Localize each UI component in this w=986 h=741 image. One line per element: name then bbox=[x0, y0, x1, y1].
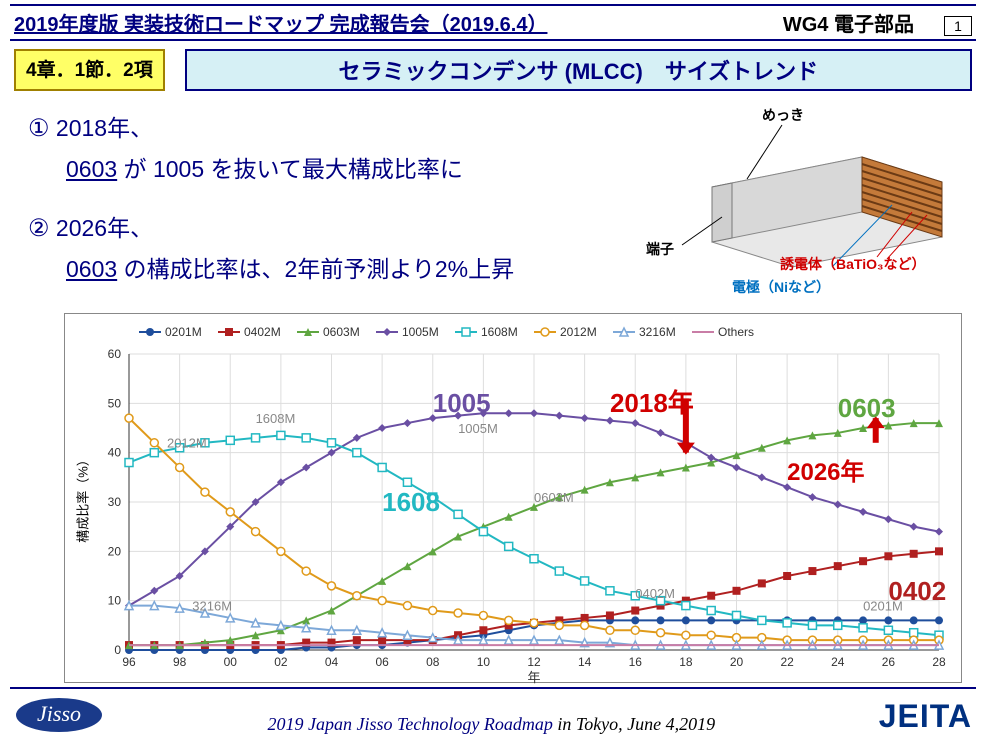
jisso-text: Jisso bbox=[37, 701, 81, 726]
svg-text:0603M: 0603M bbox=[323, 325, 360, 339]
svg-text:3216M: 3216M bbox=[639, 325, 676, 339]
svg-text:年: 年 bbox=[527, 670, 540, 684]
svg-text:24: 24 bbox=[831, 655, 845, 669]
bullet-1-underline: 0603 bbox=[66, 156, 117, 182]
svg-text:10: 10 bbox=[108, 593, 122, 607]
trend-chart: 構成比率（%） 0 10 20 30 40 50 60 96 98 00 02 04 06 08 10 12 1… bbox=[64, 313, 962, 683]
body-area: ① 2018年、 0603 が 1005 を抜いて最大構成比率に ② 2026年… bbox=[0, 101, 986, 309]
svg-text:1005M: 1005M bbox=[402, 325, 439, 339]
header-wg: WG4 電子部品 bbox=[783, 8, 914, 37]
svg-text:00: 00 bbox=[224, 655, 238, 669]
svg-text:0402M: 0402M bbox=[635, 586, 675, 601]
svg-text:06: 06 bbox=[375, 655, 389, 669]
svg-text:2012M: 2012M bbox=[560, 325, 597, 339]
jeita-logo: JEITA bbox=[879, 698, 972, 735]
footer-blue: 2019 Japan Jisso Technology Roadmap bbox=[268, 714, 553, 734]
bullet-2-num: ② bbox=[28, 215, 50, 242]
svg-text:0201M: 0201M bbox=[165, 325, 202, 339]
svg-text:0201M: 0201M bbox=[863, 598, 903, 613]
footer-text: 2019 Japan Jisso Technology Roadmap in T… bbox=[114, 714, 869, 735]
label-terminal: 端子 bbox=[646, 239, 674, 259]
label-plating: めっき bbox=[762, 105, 804, 125]
bullet-list: ① 2018年、 0603 が 1005 を抜いて最大構成比率に ② 2026年… bbox=[28, 109, 652, 309]
section-title: セラミックコンデンサ (MLCC) サイズトレンド bbox=[185, 49, 972, 91]
svg-text:18: 18 bbox=[679, 655, 693, 669]
svg-text:40: 40 bbox=[108, 445, 122, 459]
chart-svg: 0 10 20 30 40 50 60 96 98 00 02 04 06 08 10 12 14 16 18 20 2… bbox=[65, 314, 955, 684]
bullet-2-underline: 0603 bbox=[66, 256, 117, 282]
svg-text:60: 60 bbox=[108, 347, 122, 361]
footer-black: in Tokyo, June 4,2019 bbox=[553, 714, 715, 734]
label-dielectric: 誘電体（BaTiO₃など） bbox=[780, 254, 925, 274]
svg-text:30: 30 bbox=[108, 495, 122, 509]
section-row: 4章．1節．2項 セラミックコンデンサ (MLCC) サイズトレンド bbox=[0, 43, 986, 101]
footer: Jisso 2019 Japan Jisso Technology Roadma… bbox=[0, 689, 986, 735]
svg-text:96: 96 bbox=[122, 655, 136, 669]
rule-under-header bbox=[10, 39, 976, 41]
bullet-2: ② 2026年、 0603 の構成比率は、2年前予測より2%上昇 bbox=[28, 209, 652, 289]
header-title: 2019年度版 実装技術ロードマップ 完成報告会（2019.6.4） bbox=[14, 8, 753, 37]
bullet-1-line2: 0603 が 1005 を抜いて最大構成比率に bbox=[28, 150, 652, 189]
svg-text:1005M: 1005M bbox=[458, 421, 498, 436]
mlcc-figure: めっき 端子 誘電体（BaTiO₃など） 電極（Niなど） bbox=[652, 109, 972, 309]
svg-text:1608M: 1608M bbox=[256, 411, 296, 426]
svg-text:16: 16 bbox=[629, 655, 643, 669]
page-number: 1 bbox=[944, 16, 972, 36]
bullet-2-rest: の構成比率は、2年前予測より2%上昇 bbox=[117, 256, 514, 282]
header-row: 2019年度版 実装技術ロードマップ 完成報告会（2019.6.4） WG4 電… bbox=[0, 6, 986, 37]
svg-text:50: 50 bbox=[108, 396, 122, 410]
y-axis-label: 構成比率（%） bbox=[72, 453, 91, 543]
svg-text:12: 12 bbox=[527, 655, 541, 669]
section-tag: 4章．1節．2項 bbox=[14, 49, 165, 91]
svg-text:0402M: 0402M bbox=[244, 325, 281, 339]
svg-text:20: 20 bbox=[730, 655, 744, 669]
svg-text:02: 02 bbox=[274, 655, 288, 669]
svg-text:28: 28 bbox=[932, 655, 946, 669]
svg-text:1608M: 1608M bbox=[481, 325, 518, 339]
bullet-2-line2: 0603 の構成比率は、2年前予測より2%上昇 bbox=[28, 250, 652, 289]
bullet-2-line1: 2026年、 bbox=[50, 215, 154, 241]
svg-text:98: 98 bbox=[173, 655, 187, 669]
svg-text:2012M: 2012M bbox=[167, 436, 207, 451]
jisso-logo: Jisso bbox=[14, 689, 104, 735]
svg-text:04: 04 bbox=[325, 655, 339, 669]
label-electrode: 電極（Niなど） bbox=[732, 277, 830, 297]
svg-text:0603M: 0603M bbox=[534, 490, 574, 505]
footer-rule bbox=[10, 687, 976, 689]
bullet-1-line1: 2018年、 bbox=[50, 115, 154, 141]
svg-text:08: 08 bbox=[426, 655, 440, 669]
svg-text:10: 10 bbox=[477, 655, 491, 669]
svg-text:14: 14 bbox=[578, 655, 592, 669]
svg-text:0: 0 bbox=[114, 643, 121, 657]
svg-text:22: 22 bbox=[780, 655, 794, 669]
bullet-1-num: ① bbox=[28, 115, 50, 142]
bullet-1-rest: が 1005 を抜いて最大構成比率に bbox=[117, 156, 463, 182]
bullet-1: ① 2018年、 0603 が 1005 を抜いて最大構成比率に bbox=[28, 109, 652, 189]
svg-text:Others: Others bbox=[718, 325, 754, 339]
svg-text:20: 20 bbox=[108, 544, 122, 558]
svg-text:26: 26 bbox=[882, 655, 896, 669]
svg-text:3216M: 3216M bbox=[192, 598, 232, 613]
